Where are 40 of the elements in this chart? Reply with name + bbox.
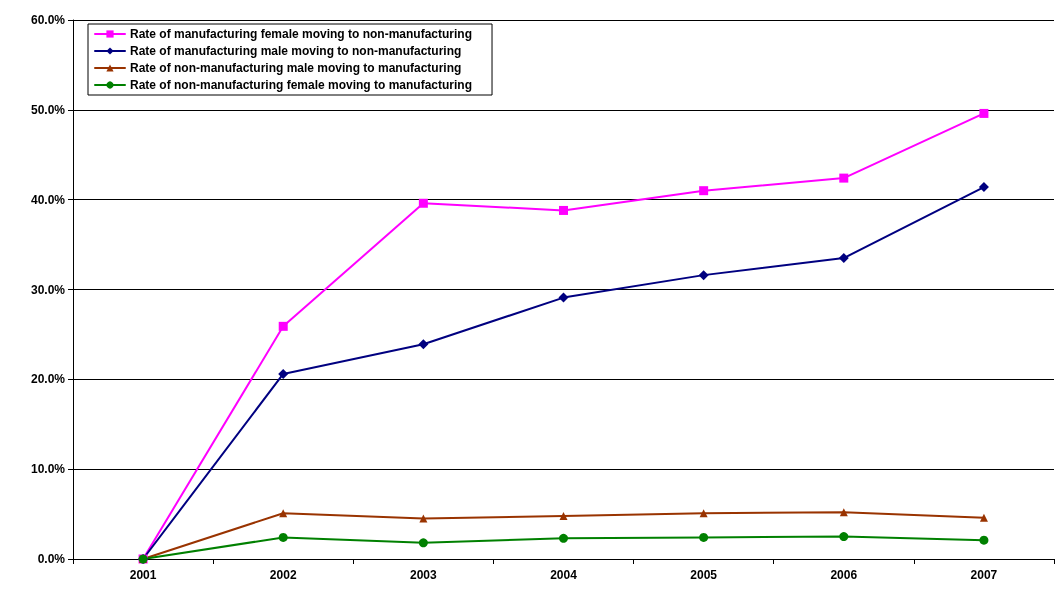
x-tick-label: 2003 [410, 568, 438, 582]
point [559, 533, 568, 543]
point [278, 368, 289, 379]
y-tick-label: 10.0% [30, 462, 66, 477]
point [839, 532, 849, 542]
x-tick-label: 2001 [129, 568, 157, 582]
x-tick-label: 2007 [970, 568, 998, 582]
y-tick-label: 50.0% [30, 102, 66, 117]
point [418, 198, 428, 208]
point [558, 292, 569, 303]
legend-label: Rate of non-manufacturing male moving to manufacturing [130, 61, 462, 75]
point [418, 538, 428, 548]
y-tick-label: 20.0% [30, 372, 66, 387]
y-tick-label: 60.0% [30, 13, 66, 27]
y-tick-label: 0.0% [37, 552, 66, 566]
point [978, 182, 989, 193]
x-tick-label: 2005 [690, 568, 718, 582]
point [699, 186, 709, 196]
legend-label: Rate of manufacturing female moving to non-manufacturing [130, 27, 473, 41]
point [979, 108, 989, 118]
legend-label: Rate of manufacturing male moving to non-manufacturing [130, 44, 462, 58]
point [418, 339, 429, 350]
legend-label: Rate of non-manufacturing female moving to manufacturing [130, 78, 473, 92]
point [698, 270, 709, 281]
point [559, 511, 568, 520]
point [979, 535, 989, 545]
y-tick-label: 40.0% [30, 192, 66, 207]
x-tick-label: 2002 [269, 568, 297, 582]
point [839, 173, 849, 183]
x-tick-label: 2006 [830, 568, 858, 582]
point [278, 321, 288, 331]
point [979, 513, 988, 522]
point [278, 532, 288, 542]
x-tick-label: 2004 [550, 568, 578, 582]
y-tick-label: 30.0% [30, 282, 66, 297]
point [699, 532, 709, 542]
point [419, 514, 428, 523]
point [699, 509, 708, 518]
point [559, 205, 568, 215]
point [838, 253, 849, 264]
